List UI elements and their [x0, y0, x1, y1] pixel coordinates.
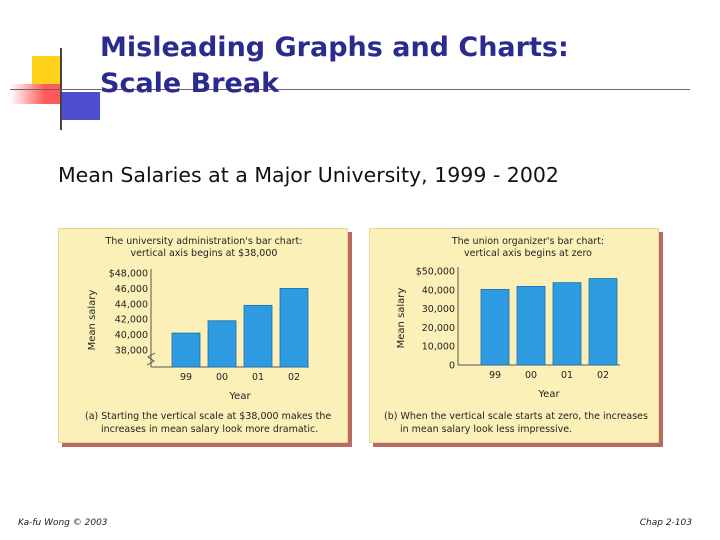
x-tick-label: 00 [525, 370, 537, 381]
decor-blue-square [60, 92, 100, 120]
decor-horizontal-line [10, 89, 690, 90]
chart-panel-union: The union organizer's bar chart: vertical… [369, 228, 659, 443]
chart-caption-line: increases in mean salary look more drama… [101, 424, 318, 435]
decor-red-square [10, 84, 60, 104]
x-tick-label: 99 [489, 370, 501, 381]
y-tick-label: 38,000 [115, 346, 148, 357]
chart-caption-line: in mean salary look less impressive. [400, 424, 572, 435]
y-tick-label: 0 [449, 361, 455, 372]
x-tick-label: 00 [216, 372, 228, 383]
y-tick-label: 10,000 [422, 342, 455, 353]
x-tick-label: 01 [561, 370, 573, 381]
x-axis-label: Year [537, 389, 560, 400]
y-tick-label: 40,000 [422, 285, 455, 296]
chart-caption-line: (b) When the vertical scale starts at ze… [384, 411, 648, 422]
x-tick-label: 01 [252, 372, 264, 383]
bar-02 [588, 278, 618, 366]
x-tick-label: 99 [180, 372, 192, 383]
y-tick-label: 44,000 [115, 299, 148, 310]
chart-title-line: The university administration's bar char… [105, 236, 303, 247]
y-tick-label: 42,000 [115, 315, 148, 326]
slide-subtitle: Mean Salaries at a Major University, 199… [58, 163, 559, 187]
y-axis-label: Mean salary [87, 290, 98, 351]
y-tick-label: 30,000 [422, 304, 455, 315]
y-tick-label: 46,000 [115, 284, 148, 295]
chart-title-line: vertical axis begins at $38,000 [131, 248, 278, 259]
chart-title-line: The union organizer's bar chart: [451, 236, 604, 247]
y-tick-label: $50,000 [416, 267, 455, 278]
bar-01 [552, 282, 582, 366]
y-axis-label: Mean salary [396, 288, 407, 349]
y-tick-label: 40,000 [115, 330, 148, 341]
bar-99 [171, 332, 201, 368]
scale-break-mark [146, 352, 156, 366]
x-axis-label: Year [228, 391, 251, 402]
slide-title-line-1: Misleading Graphs and Charts: [100, 32, 569, 63]
bar-01 [243, 304, 273, 368]
chart-caption-line: (a) Starting the vertical scale at $38,0… [85, 411, 331, 422]
y-tick-label: $48,000 [109, 269, 148, 280]
footer-page-number: Chap 2-103 [639, 518, 692, 528]
chart-administration: The university administration's bar char… [85, 236, 331, 435]
bar-99 [480, 289, 510, 366]
y-tick-label: 20,000 [422, 323, 455, 334]
chart-panel-administration: The university administration's bar char… [58, 228, 348, 443]
x-tick-label: 02 [288, 372, 300, 383]
slide-title: Misleading Graphs and Charts: Scale Brea… [100, 30, 700, 102]
bar-00 [207, 320, 237, 368]
bar-02 [279, 288, 309, 368]
chart-union: The union organizer's bar chart:vertical… [384, 236, 648, 435]
chart-title-line: vertical axis begins at zero [464, 248, 592, 259]
slide-title-line-2: Scale Break [100, 68, 280, 99]
footer-author: Ka-fu Wong © 2003 [18, 518, 108, 528]
x-tick-label: 02 [597, 370, 609, 381]
bar-00 [516, 286, 546, 366]
